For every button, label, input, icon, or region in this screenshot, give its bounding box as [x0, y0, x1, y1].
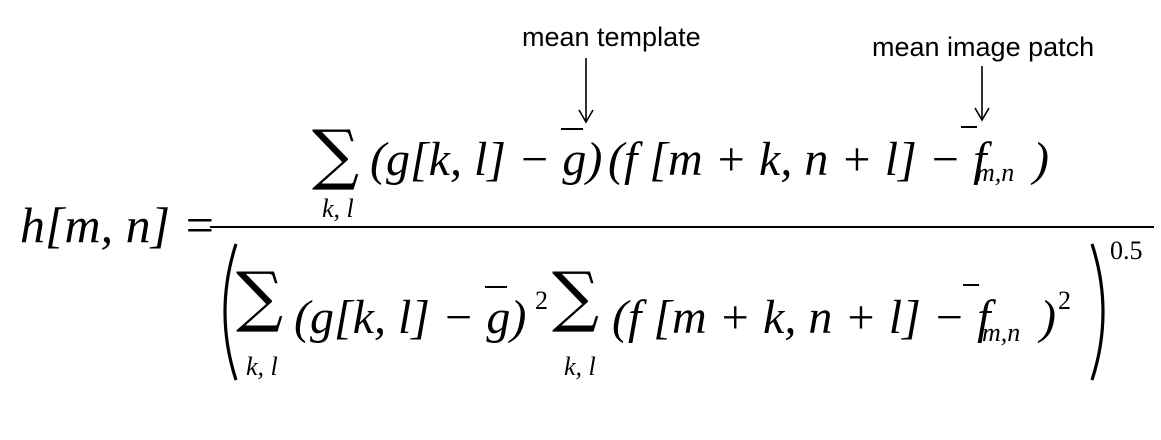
numerator-f-bar: [961, 126, 977, 128]
mean-image-patch-label: mean image patch: [872, 32, 1095, 62]
mean-image-patch-arrow: [974, 66, 990, 122]
denominator-sum-index-2: k, l: [564, 352, 596, 381]
denominator-sum-symbol-2: ∑: [552, 258, 600, 335]
denominator-exponent: 0.5: [1110, 236, 1143, 265]
numerator-term-g: (g[k, l] − g): [370, 133, 603, 186]
numerator-g-bar: [561, 128, 583, 130]
numerator-term-f: (f [m + k, n + l] − f: [608, 133, 987, 186]
denominator-sum-index-1: k, l: [246, 352, 278, 381]
denominator-square-1: 2: [535, 286, 548, 315]
denominator-term-g: (g[k, l] − g): [294, 291, 527, 344]
numerator-sum-index: k, l: [322, 194, 354, 223]
mean-template-arrow: [578, 58, 594, 124]
denominator-term-f: (f [m + k, n + l] − f: [612, 291, 991, 344]
numerator-sum-symbol: ∑: [312, 116, 360, 193]
numerator-f-subscript: m,n: [976, 158, 1015, 187]
mean-template-label: mean template: [522, 22, 701, 52]
denominator-f-bar: [963, 284, 979, 286]
denominator-sum-symbol-1: ∑: [236, 258, 284, 335]
denominator-square-2: 2: [1058, 286, 1071, 315]
numerator-close-paren: ): [1033, 133, 1049, 186]
denominator-right-paren: [1090, 243, 1105, 381]
denominator-close-paren: ): [1040, 291, 1056, 344]
fraction-bar: [210, 226, 1154, 228]
denominator-left-paren: [223, 243, 238, 381]
denominator-g-bar: [485, 286, 507, 288]
formula-lhs: h[m, n] =: [20, 197, 217, 253]
denominator-f-subscript: m,n: [982, 318, 1021, 347]
